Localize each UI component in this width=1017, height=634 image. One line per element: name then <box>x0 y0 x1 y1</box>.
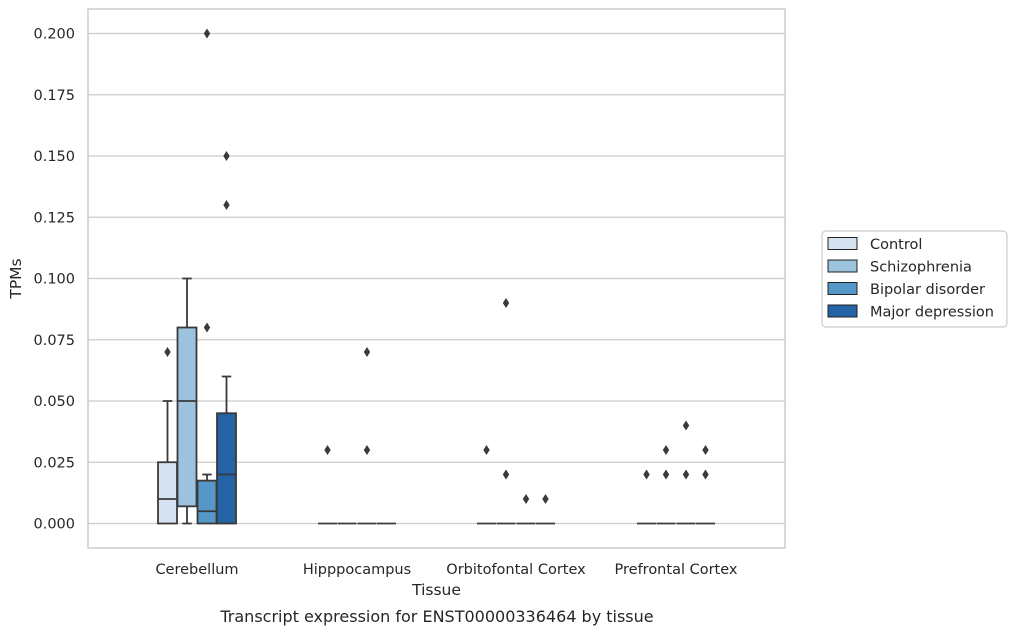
y-tick-label: 0.100 <box>33 272 75 288</box>
legend-swatch <box>827 259 858 273</box>
box-major-depression <box>536 494 555 525</box>
legend-label: Control <box>870 237 922 253</box>
outlier-point <box>522 494 530 504</box>
y-axis-label: TPMs <box>7 258 25 299</box>
x-tick-label: Prefrontal Cortex <box>615 562 738 578</box>
outlier-point <box>502 469 510 480</box>
grid-lines <box>88 32 785 525</box>
plot-frame <box>87 8 786 549</box>
outlier-point <box>662 445 670 455</box>
box-schizophrenia <box>496 298 516 525</box>
outlier-point <box>702 469 709 480</box>
legend: Control Schizophrenia Bipolar disorder Majo… <box>821 230 1008 328</box>
outlier-point <box>542 494 549 504</box>
box-bipolar-disorder <box>516 494 536 525</box>
box-body <box>216 412 237 525</box>
outlier-point <box>682 420 690 431</box>
outlier-point <box>643 469 650 480</box>
outlier-point <box>164 347 171 357</box>
legend-swatch <box>827 237 858 250</box>
legend-swatch <box>827 304 858 318</box>
box-bipolar-disorder <box>357 347 377 525</box>
box-plots <box>157 28 715 525</box>
box-major-depression <box>696 445 715 525</box>
outlier-point <box>223 200 230 210</box>
y-tick-label: 0.075 <box>33 333 75 349</box>
y-tick-label: 0.200 <box>33 27 75 43</box>
y-tick-labels: 0.000 0.025 0.050 0.075 0.100 0.125 0.150 0.175… <box>33 27 75 533</box>
box-control <box>318 445 337 525</box>
box-control <box>157 347 178 525</box>
outlier-point <box>483 445 490 455</box>
box-body <box>196 479 218 525</box>
outlier-point <box>682 469 690 480</box>
chart-caption: Transcript expression for ENST0000033646… <box>219 607 653 626</box>
y-tick-label: 0.175 <box>33 88 75 104</box>
outlier-point <box>363 347 371 357</box>
outlier-point <box>203 28 211 39</box>
y-tick-label: 0.150 <box>33 149 75 165</box>
legend-label: Bipolar disorder <box>870 282 985 298</box>
legend-label: Schizophrenia <box>870 260 972 276</box>
y-tick-label: 0.050 <box>33 394 75 410</box>
x-tick-label: Hipppocampus <box>303 562 411 578</box>
outlier-point <box>702 445 709 455</box>
outlier-point <box>502 298 510 308</box>
box-body <box>176 326 198 508</box>
y-tick-label: 0.000 <box>33 517 75 533</box>
box-control <box>637 469 656 525</box>
box-major-depression <box>216 151 237 525</box>
outlier-point <box>363 445 371 455</box>
x-tick-label: Orbitofontal Cortex <box>446 562 586 578</box>
legend-frame <box>821 230 1008 328</box>
y-tick-label: 0.025 <box>33 455 75 471</box>
box-body <box>157 461 178 525</box>
box-schizophrenia <box>656 445 676 525</box>
legend-swatch <box>827 282 858 295</box>
x-tick-label: Cerebellum <box>155 562 238 578</box>
box-bipolar-disorder <box>196 28 218 525</box>
outlier-point <box>662 469 670 480</box>
x-axis-label: Tissue <box>411 581 461 599</box>
outlier-point <box>203 322 211 333</box>
legend-label: Major depression <box>870 305 994 321</box>
x-tick-labels: Cerebellum Hipppocampus Orbitofontal Corte… <box>155 562 737 578</box>
outlier-point <box>324 445 331 455</box>
y-tick-label: 0.125 <box>33 210 75 226</box>
box-control <box>477 445 496 525</box>
box-schizophrenia <box>176 277 198 525</box>
outlier-point <box>223 151 230 161</box>
box-bipolar-disorder <box>676 420 696 525</box>
